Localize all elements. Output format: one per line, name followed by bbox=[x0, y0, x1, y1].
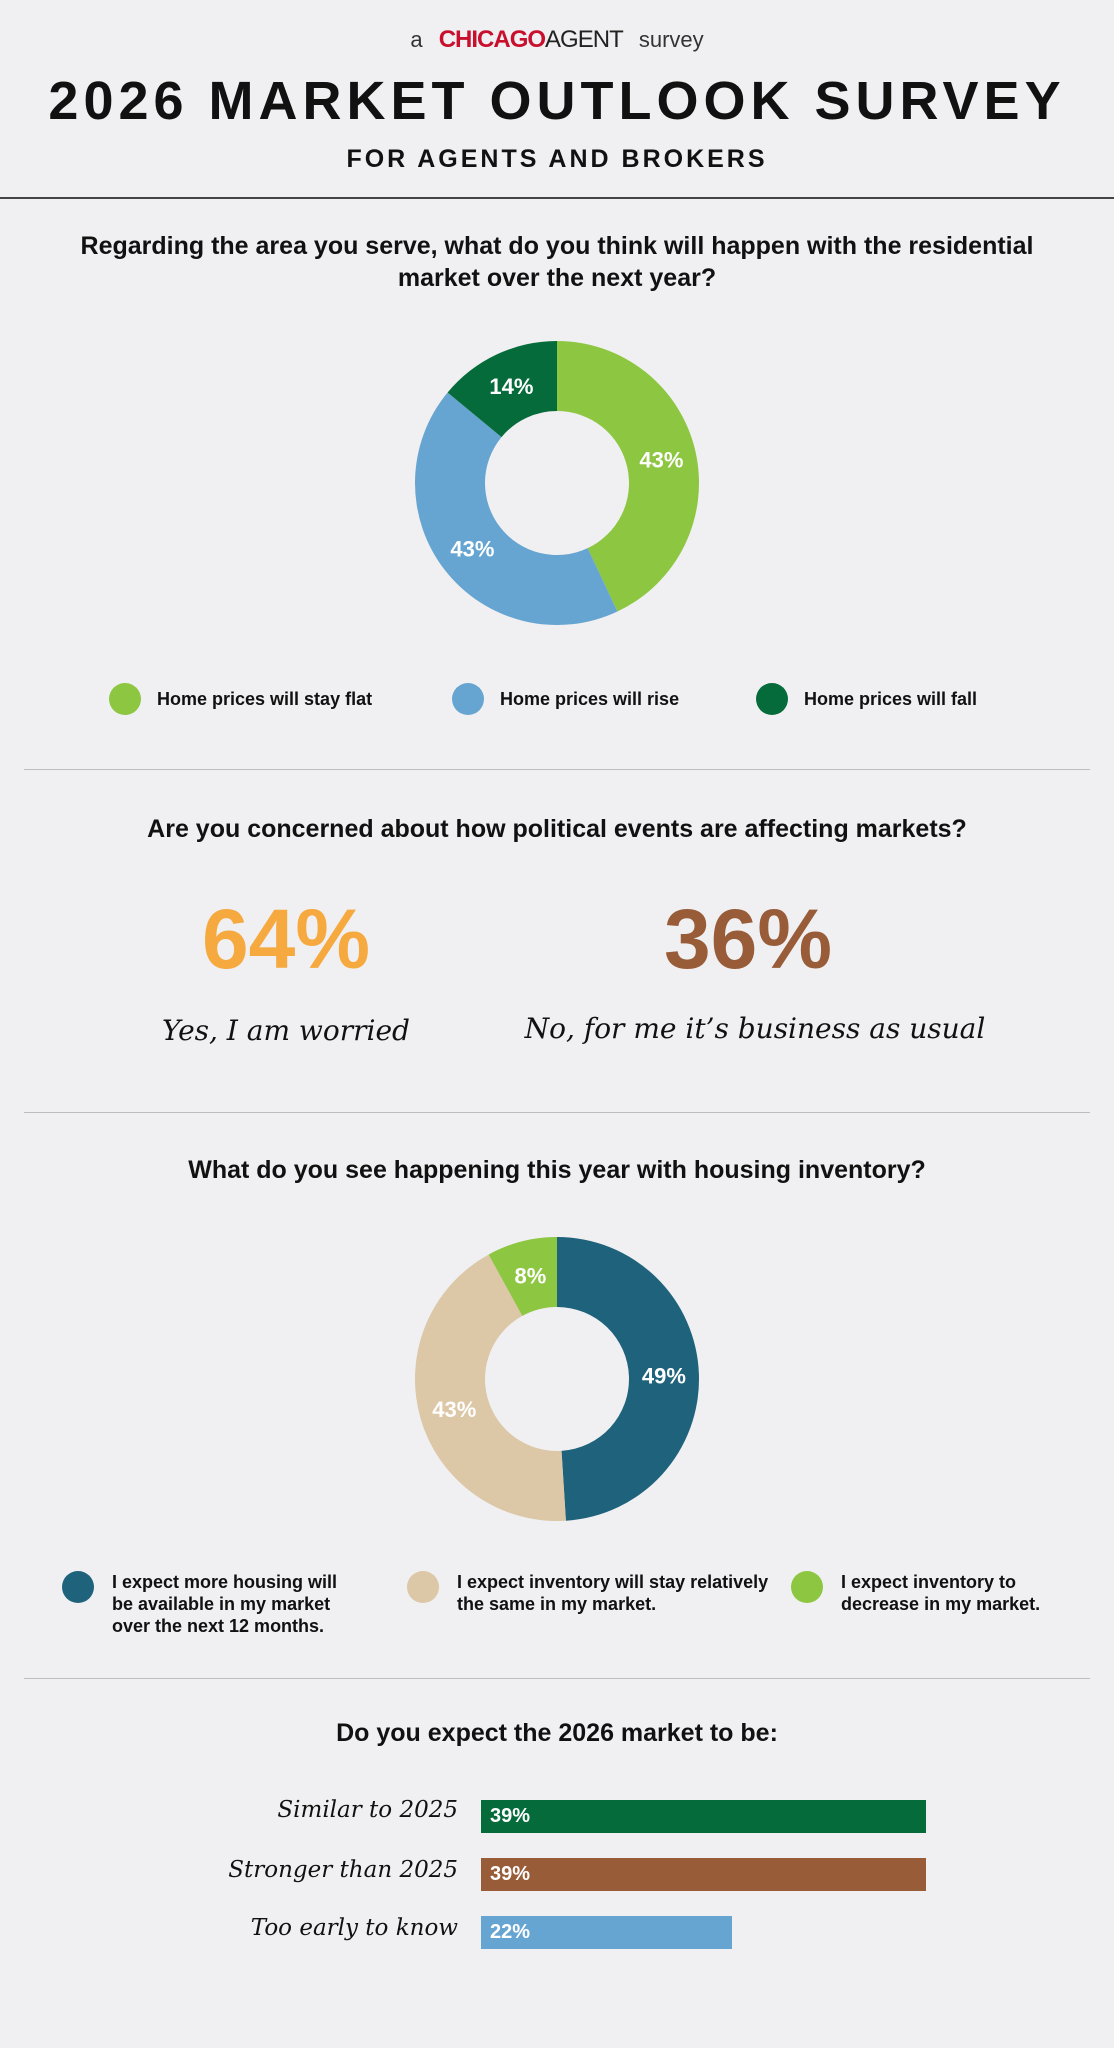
no-label: No, for me it’s business as usual bbox=[524, 1012, 986, 1045]
inventory-slice-2 bbox=[488, 1237, 557, 1316]
q2-question: Are you concerned about how political ev… bbox=[147, 815, 967, 843]
bar-label-similar: Similar to 2025 bbox=[277, 1797, 458, 1823]
legend-label-rise: Home prices will rise bbox=[500, 689, 680, 709]
legend-item-same-inventory: I expect inventory will stay relatively … bbox=[407, 1571, 777, 1615]
bar-similar: 39% bbox=[481, 1800, 926, 1833]
logo-agent: AGENT bbox=[545, 26, 624, 53]
legend-label-flat: Home prices will stay flat bbox=[157, 689, 373, 709]
legend-label-same-inventory: I expect inventory will stay relatively … bbox=[457, 1572, 769, 1614]
home-prices-slice-label-1: 43% bbox=[450, 537, 494, 562]
bar-label-too-early: Too early to know bbox=[250, 1915, 458, 1941]
inventory-slice-label-0: 49% bbox=[642, 1364, 686, 1389]
legend-dot-more-housing bbox=[62, 1571, 94, 1603]
q1-question: Regarding the area you serve, what do yo… bbox=[80, 232, 1034, 292]
inventory-slice-1 bbox=[415, 1254, 566, 1521]
byline-suffix: survey bbox=[638, 27, 704, 52]
yes-percentage: 64% bbox=[201, 892, 371, 986]
bar-too-early: 22% bbox=[481, 1916, 733, 1949]
donut-chart-home-prices: 43% 43% 14% bbox=[415, 341, 699, 625]
legend-item-more-housing: I expect more housing will be available … bbox=[62, 1571, 382, 1637]
legend-item-fall: Home prices will fall bbox=[756, 683, 977, 715]
divider bbox=[24, 1112, 1090, 1113]
legend-label-decrease: I expect inventory to decrease in my mar… bbox=[841, 1572, 1041, 1614]
home-prices-slice-0 bbox=[557, 341, 699, 612]
q3-question: What do you see happening this year with… bbox=[188, 1156, 926, 1184]
page-subtitle: FOR AGENTS AND BROKERS bbox=[346, 145, 768, 173]
legend-dot-rise bbox=[452, 683, 484, 715]
home-prices-slice-1 bbox=[415, 392, 618, 625]
q4-question: Do you expect the 2026 market to be: bbox=[336, 1719, 778, 1747]
divider bbox=[24, 1678, 1090, 1679]
bar-stronger: 39% bbox=[481, 1858, 926, 1891]
legend-dot-flat bbox=[109, 683, 141, 715]
legend-item-rise: Home prices will rise bbox=[452, 683, 679, 715]
bar-value-too-early: 22% bbox=[490, 1921, 531, 1943]
yes-label: Yes, I am worried bbox=[162, 1014, 410, 1047]
legend-item-decrease: I expect inventory to decrease in my mar… bbox=[791, 1571, 1091, 1615]
legend-dot-decrease bbox=[791, 1571, 823, 1603]
bar-label-stronger: Stronger than 2025 bbox=[228, 1857, 458, 1883]
header: a CHICAGOAGENT survey 2026 MARKET OUTLOO… bbox=[0, 0, 1114, 199]
divider bbox=[24, 769, 1090, 770]
legend-dot-same-inventory bbox=[407, 1571, 439, 1603]
inventory-slice-label-1: 43% bbox=[432, 1397, 476, 1422]
legend-label-more-housing: I expect more housing will be available … bbox=[112, 1572, 338, 1636]
home-prices-slice-label-0: 43% bbox=[639, 448, 683, 473]
no-percentage: 36% bbox=[663, 892, 833, 986]
legend-item-flat: Home prices will stay flat bbox=[109, 683, 372, 715]
bar-value-similar: 39% bbox=[490, 1805, 531, 1827]
inventory-slice-0 bbox=[557, 1237, 699, 1521]
donut-chart-inventory: 49% 43% 8% bbox=[415, 1237, 699, 1521]
home-prices-slice-label-2: 14% bbox=[489, 374, 533, 399]
byline-prefix: a bbox=[410, 27, 423, 52]
logo-chicago: CHICAGO bbox=[438, 26, 546, 53]
legend-dot-fall bbox=[756, 683, 788, 715]
page-title: 2026 MARKET OUTLOOK SURVEY bbox=[48, 71, 1066, 131]
chicago-agent-logo: CHICAGOAGENT bbox=[438, 26, 624, 53]
byline: a CHICAGOAGENT survey bbox=[0, 26, 1114, 54]
inventory-slice-label-2: 8% bbox=[514, 1263, 546, 1288]
bar-value-stronger: 39% bbox=[490, 1863, 531, 1885]
home-prices-slice-2 bbox=[447, 341, 557, 438]
legend-label-fall: Home prices will fall bbox=[804, 689, 978, 709]
